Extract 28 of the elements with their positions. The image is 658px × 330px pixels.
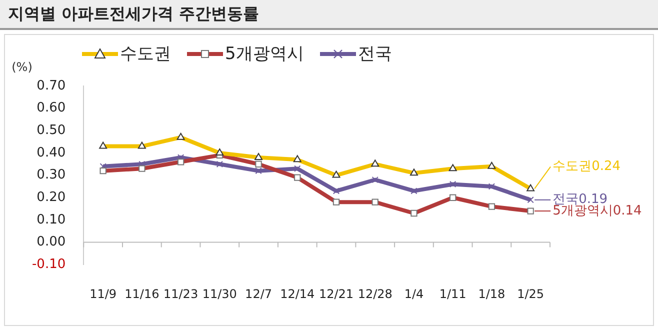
- x-tick-label: 12/21: [318, 286, 354, 301]
- x-tick-label: 11/16: [124, 286, 160, 301]
- legend-label: 5개광역시: [225, 43, 304, 65]
- legend-label: 전국: [358, 43, 392, 65]
- annotation: 5개광역시0.14: [552, 203, 642, 218]
- x-tick-label: 12/7: [245, 286, 272, 301]
- y-tick-label: 0.20: [36, 190, 66, 205]
- x-tick-label: 1/25: [517, 286, 544, 301]
- x-tick-label: 1/18: [478, 286, 506, 301]
- x-tick-label: 1/4: [404, 286, 424, 301]
- annotation: 수도권0.24: [552, 159, 621, 174]
- y-tick-label: -0.10: [32, 256, 66, 272]
- x-tick-label: 11/30: [202, 286, 237, 301]
- legend-label: 수도권: [120, 43, 171, 65]
- y-tick-label: 0.70: [36, 78, 66, 94]
- y-tick-label: 0.50: [36, 123, 66, 138]
- chart-title: 지역별 아파트전세가격 주간변동률: [0, 0, 658, 30]
- y-tick-label: 0.60: [36, 100, 66, 116]
- y-axis-title: (%): [12, 60, 32, 74]
- y-tick-label: 0.40: [36, 145, 66, 160]
- y-tick-label: 0.10: [36, 212, 66, 228]
- x-tick-label: 12/14: [280, 286, 315, 301]
- x-tick-label: 1/11: [439, 286, 466, 301]
- y-tick-label: 0.00: [36, 234, 66, 250]
- y-tick-label: 0.30: [36, 168, 66, 183]
- x-tick-label: 11/23: [164, 286, 198, 301]
- x-tick-label: 12/28: [358, 286, 392, 301]
- x-tick-label: 11/9: [90, 286, 117, 301]
